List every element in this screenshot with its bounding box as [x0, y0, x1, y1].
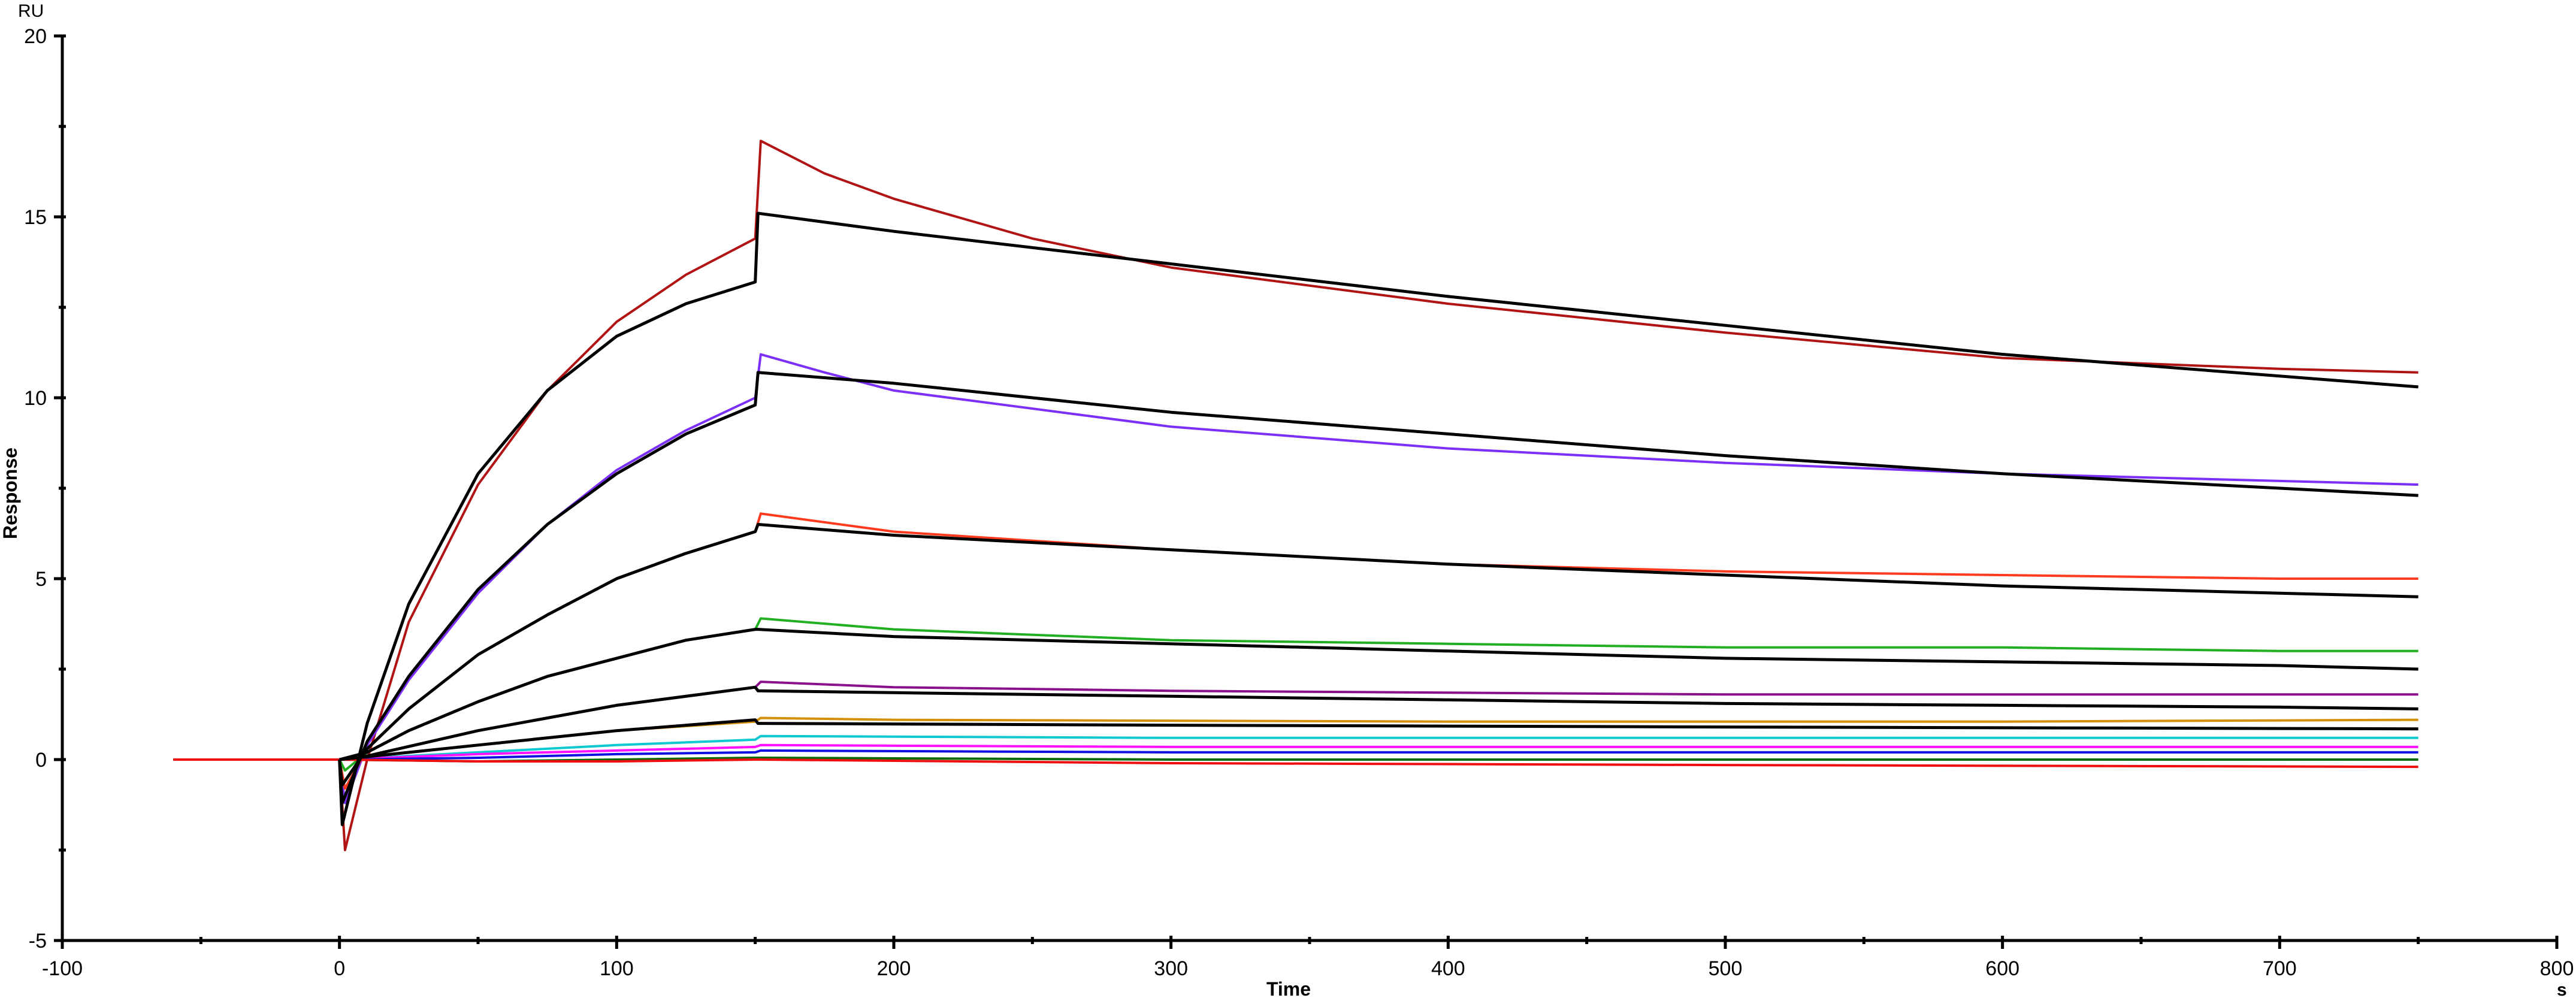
y-tick-label: 15 — [24, 206, 47, 229]
y-tick-label: 10 — [24, 387, 47, 410]
x-tick-label: -100 — [42, 957, 83, 980]
y-axis-unit-label: RU — [18, 1, 44, 21]
x-tick-label: 300 — [1154, 957, 1188, 980]
x-tick-label: 600 — [1985, 957, 2019, 980]
fit-curve — [338, 371, 2418, 805]
y-tick-label: 5 — [35, 568, 47, 591]
axes: -100 0 100 200 300 400 500 600 700 800 -5 0 5 10 15 20 — [24, 25, 2574, 980]
fit-curve — [339, 628, 2418, 761]
y-tick-label: 20 — [24, 25, 47, 48]
sensorgram-curve — [173, 743, 2418, 761]
sensorgram-curve — [173, 749, 2418, 761]
x-tick-label: 0 — [334, 957, 345, 980]
x-tick-label: 500 — [1709, 957, 1743, 980]
x-tick-label: 700 — [2263, 957, 2297, 980]
fit-curve — [338, 211, 2418, 827]
y-axis-title: Response — [0, 447, 21, 539]
y-tick-label: -5 — [29, 930, 47, 952]
fit-curve — [338, 522, 2418, 787]
x-axis-title: Time — [1266, 978, 1311, 1000]
sensorgram-curve — [173, 758, 2418, 769]
x-tick-label: 100 — [600, 957, 634, 980]
fit-curve — [339, 685, 2418, 761]
x-tick-label: 800 — [2540, 957, 2574, 980]
x-tick-label: 400 — [1431, 957, 1465, 980]
x-axis-unit-label: s — [2557, 980, 2567, 1000]
y-tick-label: 0 — [35, 749, 47, 772]
plot-area — [173, 140, 2418, 851]
sensorgram-curve — [173, 140, 2418, 851]
fit-curve — [339, 718, 2418, 761]
x-tick-label: 200 — [877, 957, 911, 980]
